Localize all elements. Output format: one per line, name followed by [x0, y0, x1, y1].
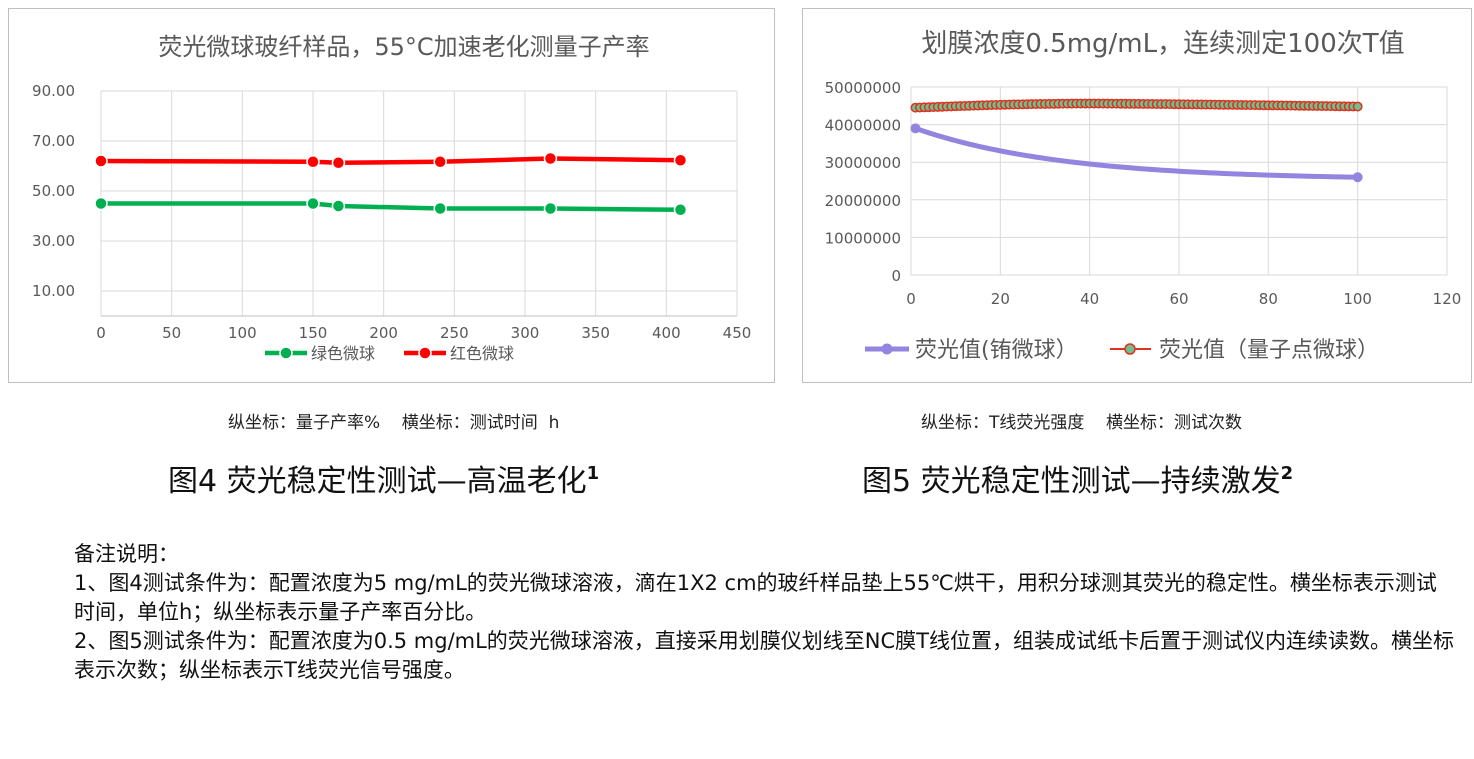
data-point: [543, 201, 558, 216]
x-tick-label: 150: [299, 324, 328, 342]
x-tick-label: 120: [1433, 290, 1462, 308]
x-tick-label: 100: [228, 324, 257, 342]
x-tick-label: 250: [440, 324, 469, 342]
y-tick-label: 0: [891, 267, 901, 285]
notes-section: 备注说明： 1、图4测试条件为：配置浓度为5 mg/mL的荧光微球溶液，滴在1X…: [74, 540, 1454, 685]
y-tick-label: 50000000: [825, 79, 901, 97]
y-tick-label: 90.00: [32, 82, 75, 100]
x-tick-label: 300: [511, 324, 540, 342]
legend-label: 绿色微球: [311, 344, 375, 363]
chart-fig4-frame: 荧光微球玻纤样品，55°C加速老化测量子产率 10.00 30.00 50.00 70…: [8, 8, 775, 383]
fig4-caption: 图4 荧光稳定性测试—高温老化1: [168, 456, 599, 500]
x-tick-label: 100: [1343, 290, 1372, 308]
legend-swatch-marker: [1124, 343, 1136, 355]
y-tick-label: 50.00: [32, 182, 75, 200]
chart-fig4-series: [94, 151, 688, 217]
y-tick-label: 20000000: [825, 192, 901, 210]
legend-label: 荧光值(铕微球）: [915, 338, 1078, 363]
chart-fig5-title: 划膜浓度0.5mg/mL，连续测定100次T值: [921, 29, 1404, 59]
chart-fig4-legend: 绿色微球 红色微球: [265, 344, 514, 363]
x-tick-label: 200: [369, 324, 398, 342]
y-tick-label: 30000000: [825, 154, 901, 172]
fig4-axis-description: 纵坐标：量子产率% 横坐标：测试时间 h: [228, 413, 560, 433]
chart-fig4-grid: [100, 90, 738, 317]
chart-fig4-title: 荧光微球玻纤样品，55°C加速老化测量子产率: [158, 33, 649, 61]
series-line-2: [100, 156, 681, 166]
legend-swatch-marker: [279, 346, 293, 360]
x-tick-label: 80: [1259, 290, 1278, 308]
chart-fig5-grid: [910, 86, 1448, 276]
x-tick-label: 0: [906, 290, 916, 308]
x-tick-label: 50: [162, 324, 181, 342]
data-point: [306, 155, 320, 169]
chart-fig5-x-ticks: 0 20 40 60 80 100 120: [906, 290, 1461, 308]
data-point: [910, 123, 921, 134]
data-point: [433, 201, 447, 216]
x-tick-label: 60: [1169, 290, 1188, 308]
data-point: [331, 199, 346, 213]
data-point: [94, 154, 108, 168]
notes-heading: 备注说明：: [74, 542, 179, 566]
note-2: 2、图5测试条件为：配置浓度为0.5 mg/mL的荧光微球溶液，直接采用划膜仪划…: [74, 629, 1455, 682]
chart-fig5-legend: 荧光值(铕微球） 荧光值（量子点微球）: [865, 338, 1379, 363]
legend-swatch-marker: [418, 346, 432, 360]
y-tick-label: 40000000: [825, 117, 901, 135]
data-point: [673, 203, 688, 217]
chart-fig5-y-ticks: 0 10000000 20000000 30000000 40000000 5000000…: [825, 79, 901, 285]
x-tick-label: 350: [581, 324, 610, 342]
chart-fig4-x-ticks: 0 50 100 150 200 250 300 350 400 450: [96, 324, 751, 342]
data-point: [1352, 101, 1363, 112]
chart-fig5-frame: 划膜浓度0.5mg/mL，连续测定100次T值 0 10000000 2000000…: [802, 8, 1472, 383]
fig4-caption-footnote: 1: [586, 463, 600, 484]
x-tick-label: 450: [723, 324, 752, 342]
series-line-1: [101, 201, 681, 212]
legend-swatch-marker: [881, 343, 893, 355]
y-tick-label: 10.00: [32, 282, 75, 300]
legend-label: 红色微球: [450, 344, 514, 363]
data-point: [543, 151, 558, 166]
x-tick-label: 20: [991, 290, 1010, 308]
fig5-caption-footnote: 2: [1280, 463, 1294, 484]
y-tick-label: 30.00: [32, 232, 75, 250]
legend-label: 荧光值（量子点微球）: [1159, 338, 1379, 363]
x-tick-label: 0: [96, 324, 106, 342]
note-1: 1、图4测试条件为：配置浓度为5 mg/mL的荧光微球溶液，滴在1X2 cm的玻…: [74, 571, 1437, 624]
x-tick-label: 40: [1080, 290, 1099, 308]
data-point: [1352, 172, 1363, 183]
y-tick-label: 70.00: [32, 132, 75, 150]
chart-fig4: 荧光微球玻纤样品，55°C加速老化测量子产率 10.00 30.00 50.00 70…: [32, 33, 751, 363]
data-point: [94, 196, 108, 211]
y-tick-label: 10000000: [825, 229, 901, 247]
fig4-caption-text: 图4 荧光稳定性测试—高温老化: [168, 464, 587, 499]
chart-fig5: 划膜浓度0.5mg/mL，连续测定100次T值 0 10000000 2000000…: [825, 29, 1462, 363]
series-line-europium: [912, 125, 1361, 180]
data-point: [331, 156, 346, 170]
data-point: [433, 155, 447, 169]
chart-fig4-y-ticks: 10.00 30.00 50.00 70.00 90.00: [32, 82, 75, 300]
fig5-axis-description: 纵坐标：T线荧光强度 横坐标：测试次数: [921, 413, 1242, 433]
fig5-caption-text: 图5 荧光稳定性测试—持续激发: [862, 464, 1281, 499]
data-point: [673, 153, 688, 167]
chart-fig5-series: [910, 98, 1363, 183]
x-tick-label: 400: [652, 324, 681, 342]
data-point: [306, 196, 320, 211]
fig5-caption: 图5 荧光稳定性测试—持续激发2: [862, 456, 1293, 500]
